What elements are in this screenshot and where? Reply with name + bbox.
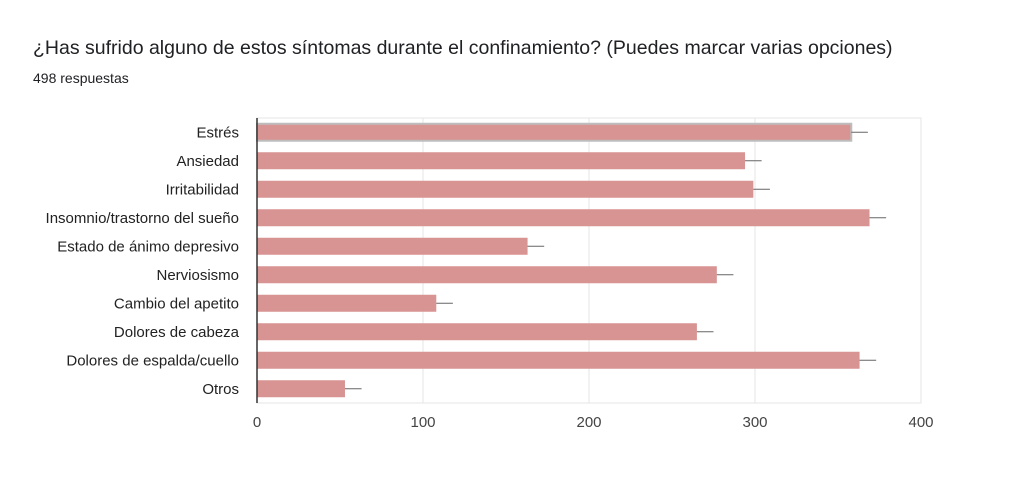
bar [257,351,860,369]
category-label: Otros [202,381,239,398]
bar [257,237,528,255]
x-tick-label: 0 [253,414,261,431]
bar [257,180,754,198]
category-label: Irritabilidad [166,181,239,198]
bar [257,380,345,398]
x-tick-label: 200 [576,414,601,431]
bar [256,122,853,142]
category-label: Dolores de cabeza [114,324,240,341]
category-label: Insomnio/trastorno del sueño [46,210,239,227]
category-label: Estado de ánimo depresivo [57,238,239,255]
x-tick-label: 300 [742,414,767,431]
category-label: Estrés [196,124,239,141]
category-label: Nerviosismo [156,267,239,284]
bar [257,294,437,312]
category-label: Ansiedad [176,153,239,170]
bar [257,323,697,341]
bar [257,209,870,227]
bar [257,152,746,170]
category-label: Cambio del apetito [114,295,239,312]
x-tick-label: 100 [410,414,435,431]
chart-title: ¿Has sufrido alguno de estos síntomas du… [33,37,893,59]
category-label: Dolores de espalda/cuello [66,352,239,369]
x-tick-label: 400 [908,414,933,431]
bar [257,266,717,284]
response-count: 498 respuestas [33,70,129,86]
